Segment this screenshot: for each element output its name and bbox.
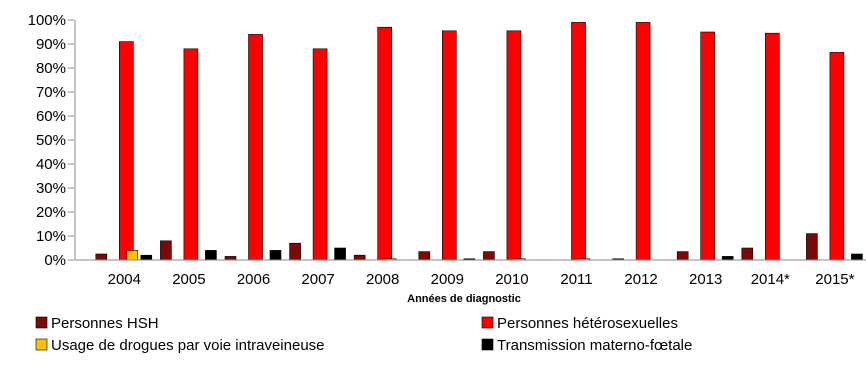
- y-tick-label: 100%: [28, 12, 66, 29]
- legend-label: Usage de drogues par voie intraveineuse: [51, 337, 325, 354]
- y-tick-label: 90%: [36, 36, 66, 53]
- bar-2: [764, 32, 780, 261]
- bar-2: [441, 30, 457, 261]
- x-tick-label: 2015*: [815, 271, 854, 288]
- legend-label: Personnes hétérosexuelles: [497, 315, 678, 332]
- bar-2: [312, 48, 328, 261]
- x-tick-label: 2008: [366, 271, 399, 288]
- x-tick-label: 2009: [431, 271, 464, 288]
- bar-1: [95, 253, 108, 261]
- bar-1: [806, 233, 818, 261]
- y-tick-label: 20%: [36, 204, 66, 221]
- x-tick-label: 2011: [560, 271, 592, 288]
- bar-1: [160, 240, 172, 261]
- y-tick-label: 50%: [36, 132, 66, 149]
- bar-4: [851, 253, 863, 261]
- x-tick-label: 2012: [624, 271, 657, 288]
- y-tick-label: 0%: [44, 252, 66, 269]
- bar-4: [140, 254, 153, 261]
- bar-4: [334, 247, 346, 261]
- bar-2: [506, 30, 522, 261]
- x-tick-label: 2007: [301, 271, 334, 288]
- bar-2: [248, 34, 263, 261]
- legend-label: Transmission materno-fœtale: [497, 337, 692, 354]
- x-tick-label: 2010: [495, 271, 528, 288]
- bar-4: [269, 250, 282, 261]
- bar-2: [571, 22, 586, 261]
- bar-2: [829, 52, 845, 261]
- y-tick-label: 40%: [36, 156, 66, 173]
- legend-swatch: [35, 316, 48, 329]
- legend-swatch: [481, 316, 494, 329]
- axes: [74, 20, 866, 261]
- bars: [95, 22, 863, 261]
- legend-swatch: [35, 338, 48, 351]
- legend: Personnes HSH Personnes hétérosexuelles Us…: [35, 315, 692, 354]
- y-tick-label: 10%: [36, 228, 66, 245]
- bar-2: [700, 31, 716, 261]
- legend-label: Personnes HSH: [51, 315, 159, 332]
- x-tick-label: 2013: [689, 271, 722, 288]
- bar-1: [353, 254, 366, 261]
- bar-1: [418, 251, 431, 261]
- bar-2: [183, 48, 199, 261]
- bar-1: [289, 242, 301, 261]
- bar-1: [224, 256, 237, 261]
- bar-2: [119, 41, 134, 261]
- bar-2: [377, 26, 393, 261]
- x-tick-label: 2006: [237, 271, 270, 288]
- y-tick-label: 70%: [36, 84, 66, 101]
- x-tick-label: 2014*: [751, 271, 790, 288]
- bar-3: [126, 250, 139, 261]
- x-axis-labels: 2004 2005 2006 2007 2008 2009 2010 2011 2012 2013…: [108, 271, 855, 288]
- bar-1: [676, 251, 689, 261]
- bar-4: [721, 256, 734, 261]
- bar-1: [741, 247, 754, 261]
- y-axis-ticks: 0% 10% 20% 30% 40% 50% 60% 70% 80% 90% 100%: [28, 12, 74, 269]
- x-tick-label: 2005: [172, 271, 205, 288]
- y-tick-label: 80%: [36, 60, 66, 77]
- legend-swatch: [481, 338, 494, 351]
- y-tick-label: 30%: [36, 180, 66, 197]
- x-tick-label: 2004: [108, 271, 141, 288]
- bar-4: [205, 250, 217, 261]
- y-tick-label: 60%: [36, 108, 66, 125]
- bar-1: [483, 251, 495, 261]
- bar-2: [635, 22, 651, 261]
- x-axis-title: Années de diagnostic: [407, 293, 521, 305]
